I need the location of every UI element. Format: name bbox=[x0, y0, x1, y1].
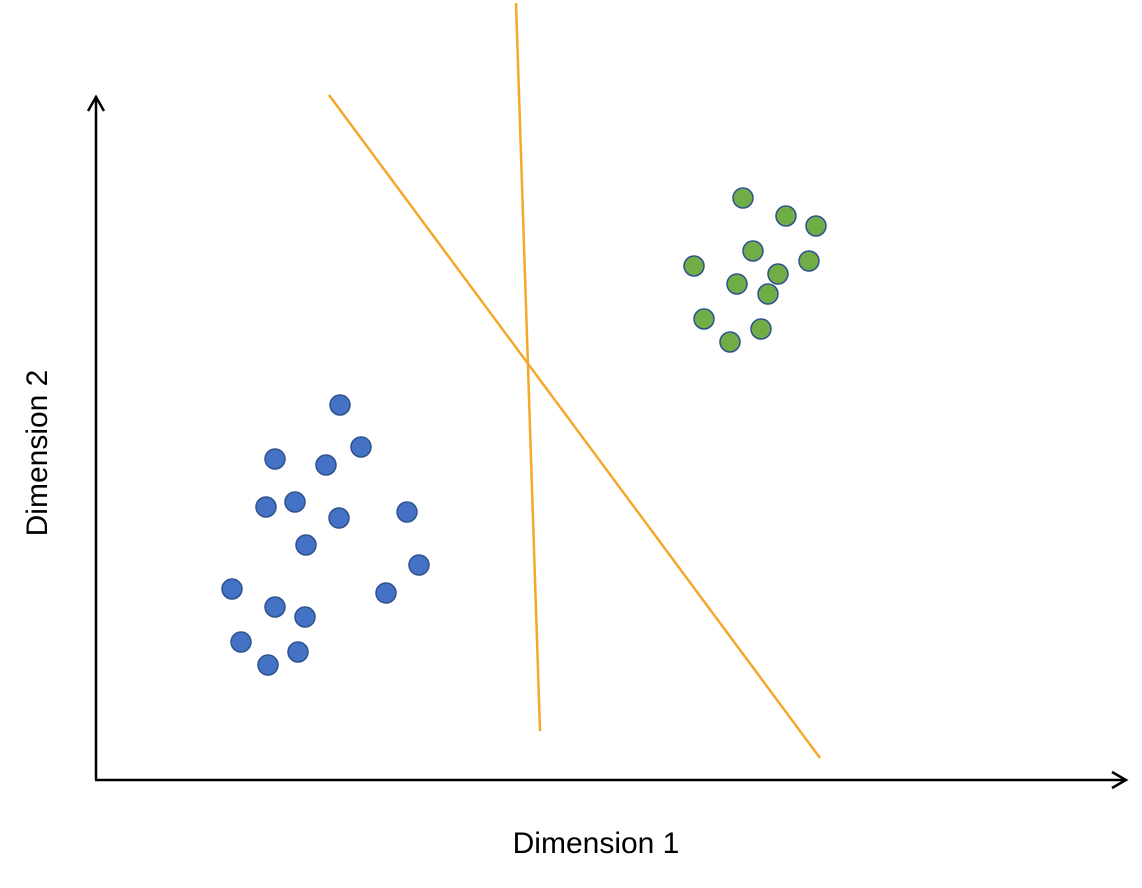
blue-cluster-point bbox=[221, 578, 243, 600]
blue-cluster-point bbox=[329, 394, 351, 416]
green-cluster-point bbox=[757, 283, 779, 305]
green-cluster-point bbox=[726, 273, 748, 295]
green-cluster-point bbox=[683, 255, 705, 277]
blue-cluster-point bbox=[294, 606, 316, 628]
blue-cluster-point bbox=[408, 554, 430, 576]
y-axis-arrowhead bbox=[86, 94, 106, 112]
y-axis-label: Dimension 2 bbox=[21, 370, 54, 537]
blue-cluster-point bbox=[255, 496, 277, 518]
blue-cluster-point bbox=[315, 454, 337, 476]
separator-line-steep bbox=[514, 2, 542, 732]
blue-cluster-point bbox=[295, 534, 317, 556]
separator-lines bbox=[327, 2, 822, 759]
green-cluster-point bbox=[732, 187, 754, 209]
blue-cluster-point bbox=[375, 582, 397, 604]
green-cluster-point bbox=[805, 215, 827, 237]
green-cluster-point bbox=[719, 331, 741, 353]
data-points bbox=[221, 187, 827, 676]
blue-cluster-point bbox=[257, 654, 279, 676]
green-cluster-point bbox=[750, 318, 772, 340]
blue-cluster-point bbox=[350, 436, 372, 458]
green-cluster-point bbox=[775, 205, 797, 227]
blue-cluster-point bbox=[287, 641, 309, 663]
blue-cluster-point bbox=[264, 448, 286, 470]
blue-cluster-point bbox=[264, 596, 286, 618]
green-cluster-point bbox=[767, 263, 789, 285]
green-cluster-point bbox=[693, 308, 715, 330]
blue-cluster bbox=[221, 394, 430, 676]
blue-cluster-point bbox=[284, 491, 306, 513]
x-axis-arrowhead bbox=[1111, 770, 1129, 790]
blue-cluster-point bbox=[396, 501, 418, 523]
green-cluster bbox=[683, 187, 827, 353]
green-cluster-point bbox=[742, 240, 764, 262]
blue-cluster-point bbox=[230, 631, 252, 653]
x-axis-label: Dimension 1 bbox=[513, 827, 680, 860]
separator-line-diagonal bbox=[327, 94, 822, 759]
green-cluster-point bbox=[798, 250, 820, 272]
axes bbox=[86, 94, 1129, 790]
blue-cluster-point bbox=[328, 507, 350, 529]
